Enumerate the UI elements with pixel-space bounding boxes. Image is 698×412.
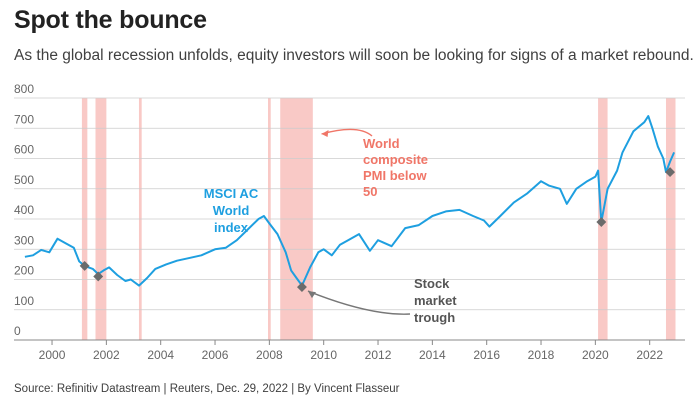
x-tick-2010: 2010 [310, 348, 337, 362]
chart-title: Spot the bounce [14, 6, 207, 34]
series-line-msci-ac-world [24, 115, 676, 287]
y-tick-500: 500 [14, 173, 34, 187]
y-tick-300: 300 [14, 233, 34, 247]
x-tick-2018: 2018 [528, 348, 555, 362]
x-tick-2002: 2002 [93, 348, 120, 362]
annotation-arrows [307, 128, 411, 315]
y-tick-800: 800 [14, 82, 34, 96]
x-tick-2022: 2022 [636, 348, 663, 362]
y-tick-600: 600 [14, 143, 34, 157]
x-axis-ticks: 2000 2002 2004 2006 2008 2010 2012 2014 2016 2018… [39, 340, 663, 362]
y-tick-700: 700 [14, 112, 34, 126]
annotation-pmi-line-0: World [363, 136, 400, 151]
x-tick-2004: 2004 [147, 348, 174, 362]
x-tick-2014: 2014 [419, 348, 446, 362]
annotation-trough-line-2: trough [414, 310, 455, 325]
y-tick-200: 200 [14, 264, 34, 278]
y-axis-ticks: 800 700 600 500 400 300 200 100 0 [14, 82, 34, 338]
x-tick-2012: 2012 [365, 348, 392, 362]
trough-marker-4 [665, 167, 676, 178]
annotation-trough-line-1: market [414, 293, 457, 308]
annotation-pmi-line-3: 50 [363, 184, 377, 199]
annotation-pmi-line-1: composite [363, 152, 428, 167]
gridlines [14, 97, 685, 341]
trough-marker-2 [297, 282, 307, 293]
annotation-msci-line-2: index [214, 220, 249, 235]
series-group [24, 115, 676, 287]
x-tick-2020: 2020 [582, 348, 609, 362]
y-tick-0: 0 [14, 324, 21, 338]
pmi-arrowhead [321, 130, 329, 137]
x-tick-2006: 2006 [202, 348, 229, 362]
annotation-pmi-line-2: PMI below [363, 168, 427, 183]
x-tick-2016: 2016 [473, 348, 500, 362]
trough-arrow [307, 290, 411, 315]
annotation-msci-line-1: World [213, 203, 250, 218]
source-note: Source: Refinitiv Datastream | Reuters, … [14, 383, 400, 395]
chart-subtitle: As the global recession unfolds, equity … [14, 47, 694, 64]
trough-arrowhead [307, 291, 316, 299]
annotation-msci-line-0: MSCI AC [204, 186, 259, 201]
x-tick-2000: 2000 [39, 348, 66, 362]
y-tick-100: 100 [14, 294, 34, 308]
x-tick-2008: 2008 [256, 348, 283, 362]
y-tick-400: 400 [14, 203, 34, 217]
trough-marker-3 [596, 217, 607, 227]
annotation-trough-line-0: Stock [414, 276, 450, 291]
